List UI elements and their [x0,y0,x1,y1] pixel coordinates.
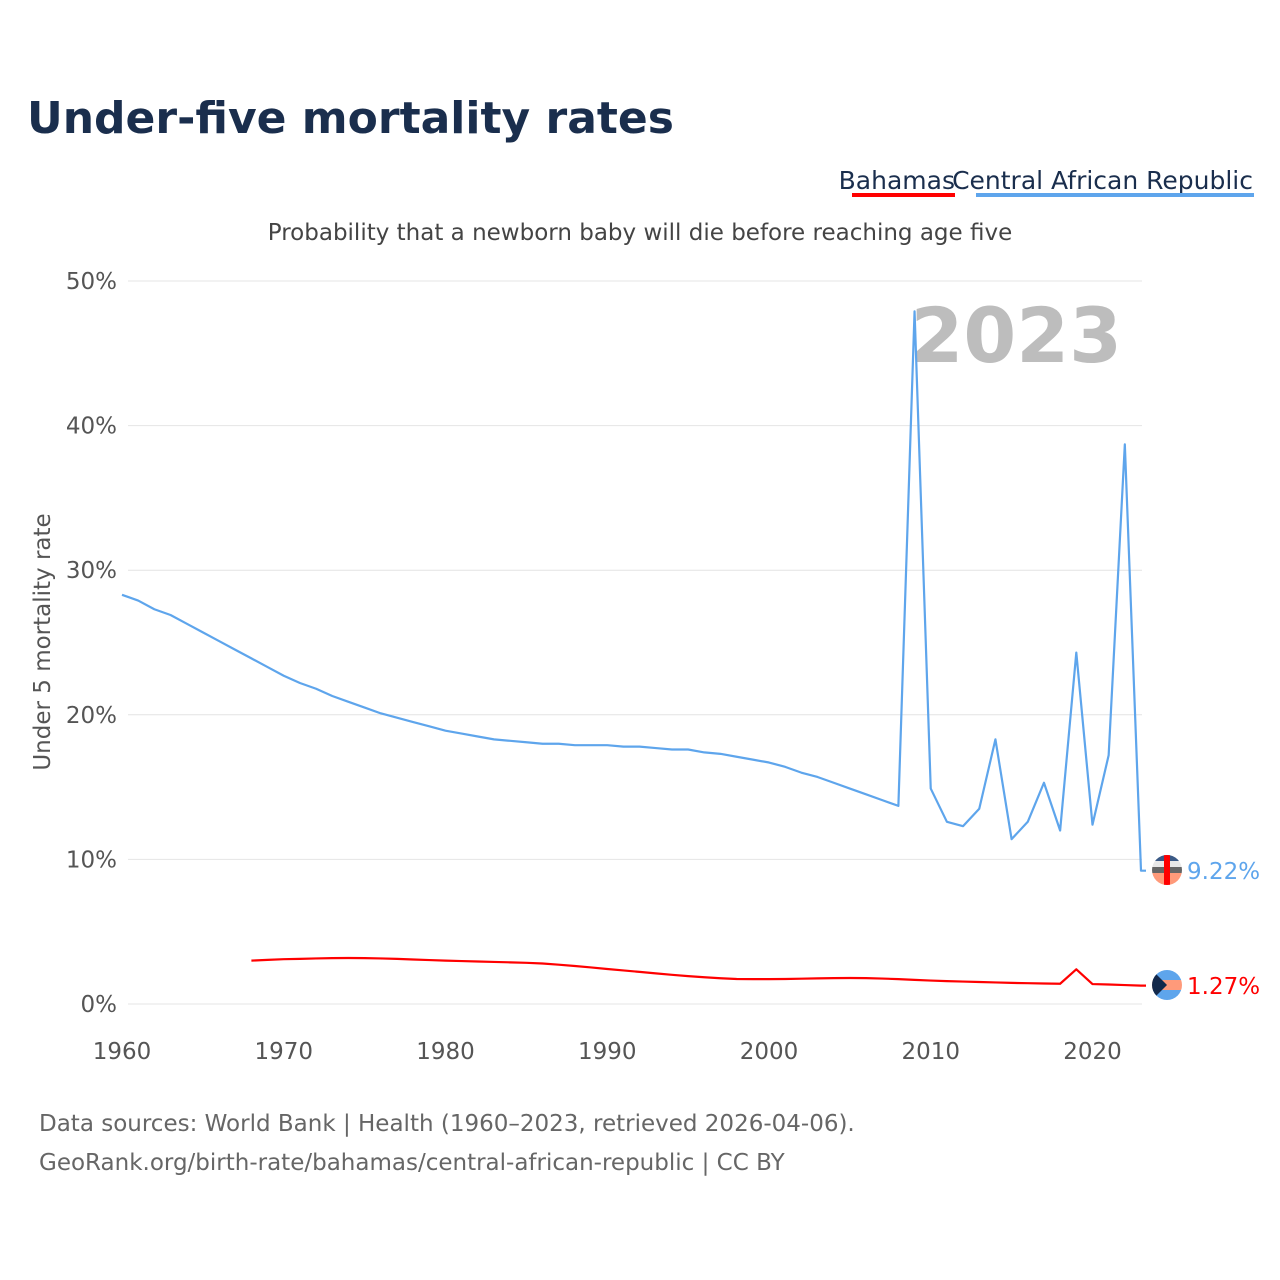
legend-item-central-african-republic[interactable]: Central African Republic [952,166,1253,195]
flag-icon [1152,970,1182,1000]
year-label: 2023 [910,291,1122,380]
source-line-2[interactable]: GeoRank.org/birth-rate/bahamas/central-a… [39,1150,786,1176]
chart-subtitle: Probability that a newborn baby will die… [268,220,1012,246]
source-line-1: Data sources: World Bank | Health (1960–… [39,1111,855,1137]
x-tick-label: 2010 [901,1039,960,1065]
x-tick-label: 2020 [1063,1039,1122,1065]
y-tick-label: 50% [66,269,117,295]
series-line-central-african-republic[interactable] [121,310,1146,872]
y-tick-label: 10% [66,847,117,873]
legend-swatch-bahamas [852,193,955,197]
flag-icon [1152,855,1182,885]
y-tick-label: 30% [66,558,117,584]
legend-item-bahamas[interactable]: Bahamas [839,166,955,195]
x-tick-label: 1970 [254,1039,313,1065]
y-tick-label: 40% [66,414,117,440]
x-tick-label: 2000 [740,1039,799,1065]
chart-title: Under-five mortality rates [27,93,674,144]
legend-swatch-central-african-republic [976,193,1254,197]
series-line-bahamas[interactable] [251,956,1146,987]
end-value-label: 1.27% [1187,974,1260,1000]
x-tick-label: 1990 [578,1039,637,1065]
x-tick-label: 1980 [416,1039,475,1065]
y-tick-label: 0% [81,992,118,1018]
y-axis-label: Under 5 mortality rate [30,513,56,770]
y-tick-label: 20% [66,703,117,729]
end-value-label: 9.22% [1187,859,1260,885]
legend: Bahamas Central African Republic [839,166,1254,197]
x-tick-label: 1960 [93,1039,152,1065]
